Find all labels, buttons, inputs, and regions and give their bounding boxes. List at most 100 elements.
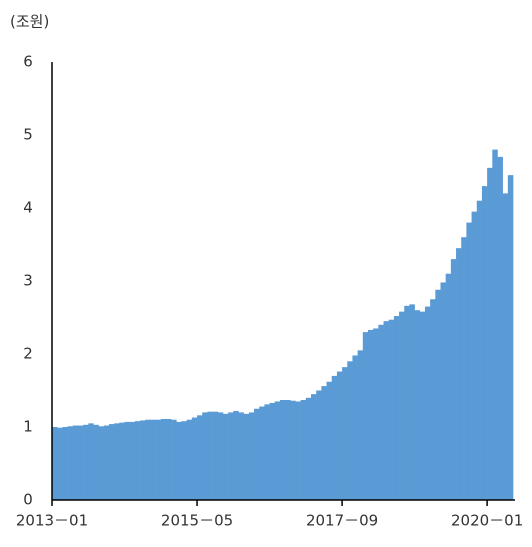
- y-tick-label: 1: [23, 418, 33, 436]
- bar: [492, 149, 498, 500]
- bar: [217, 412, 224, 500]
- bar: [326, 381, 333, 500]
- bar: [243, 413, 250, 500]
- bar: [461, 237, 467, 500]
- y-axis-label: (조원): [10, 13, 49, 31]
- bar: [305, 397, 312, 500]
- bar: [181, 421, 187, 500]
- y-tick-label: 6: [23, 53, 33, 71]
- bar: [222, 413, 229, 500]
- bar: [393, 316, 400, 500]
- bar: [321, 386, 327, 500]
- x-tick-label: 2013－01: [16, 512, 88, 530]
- bar: [264, 404, 270, 500]
- bar: [62, 427, 68, 500]
- bar: [155, 419, 162, 500]
- bar: [435, 289, 441, 500]
- bar: [93, 424, 99, 500]
- bar: [150, 419, 156, 500]
- bar: [445, 273, 452, 500]
- bar: [212, 411, 219, 500]
- bar: [450, 259, 457, 500]
- bar: [279, 399, 286, 500]
- bar: [487, 167, 493, 500]
- bar: [176, 421, 182, 500]
- bar: [290, 400, 296, 500]
- bar: [362, 332, 369, 500]
- bar: [197, 415, 203, 500]
- bar: [233, 410, 239, 500]
- bar: [202, 412, 208, 500]
- bar: [83, 424, 89, 500]
- bar: [134, 421, 141, 500]
- bar: [471, 211, 478, 500]
- bar: [274, 401, 281, 500]
- bar: [424, 306, 431, 500]
- bar: [259, 406, 265, 500]
- y-tick-label: 2: [23, 345, 33, 363]
- bar: [414, 310, 421, 500]
- bar: [497, 156, 503, 500]
- bar: [254, 408, 260, 500]
- bar: [269, 402, 276, 500]
- y-tick-label: 3: [23, 272, 33, 290]
- bar: [248, 412, 255, 500]
- y-tick-label: 5: [23, 126, 33, 144]
- bar: [191, 417, 198, 500]
- bar: [285, 399, 291, 500]
- bar: [119, 422, 125, 500]
- bar: [145, 419, 151, 500]
- bar: [207, 411, 213, 500]
- bar: [476, 200, 483, 500]
- x-tick-label: 2015－05: [161, 512, 233, 530]
- bar: [357, 350, 364, 500]
- bar: [108, 424, 115, 500]
- bar: [347, 361, 353, 500]
- bar: [399, 311, 405, 500]
- bar: [331, 375, 338, 500]
- bar: [300, 399, 307, 500]
- bar: [171, 419, 177, 500]
- bar: [419, 311, 426, 500]
- bar: [98, 426, 105, 500]
- bar: [409, 304, 415, 500]
- bar: [114, 423, 120, 500]
- bar: [311, 394, 317, 500]
- bar: [186, 419, 193, 500]
- y-tick-label: 0: [23, 491, 33, 509]
- bar: [72, 425, 79, 500]
- bar: [507, 175, 514, 500]
- x-tick-label: 2020－01: [451, 512, 523, 530]
- bar: [342, 367, 348, 500]
- y-tick-label: 4: [23, 199, 33, 217]
- bar: [57, 427, 63, 500]
- bar: [140, 420, 146, 500]
- bar: [336, 371, 343, 500]
- bar: [378, 324, 384, 500]
- bar: [404, 305, 410, 500]
- bar: [383, 321, 389, 500]
- bar: [430, 299, 436, 500]
- bar: [481, 186, 488, 500]
- bar: [373, 328, 379, 500]
- bar: [316, 390, 322, 500]
- bar: [103, 425, 110, 500]
- bar: [228, 412, 234, 500]
- bar: [352, 355, 358, 500]
- bar: [456, 248, 462, 500]
- bar: [502, 193, 509, 500]
- bar: [67, 426, 74, 500]
- bar: [367, 329, 374, 500]
- bar: [124, 421, 130, 500]
- bar: [295, 401, 301, 500]
- x-tick-label: 2017－09: [306, 512, 378, 530]
- bar: [440, 282, 446, 500]
- bar: [238, 412, 244, 500]
- bar: [388, 319, 395, 500]
- bar: [129, 421, 136, 500]
- bar: [77, 425, 84, 500]
- bar: [88, 423, 94, 500]
- bar: [165, 418, 172, 500]
- bar: [52, 427, 58, 500]
